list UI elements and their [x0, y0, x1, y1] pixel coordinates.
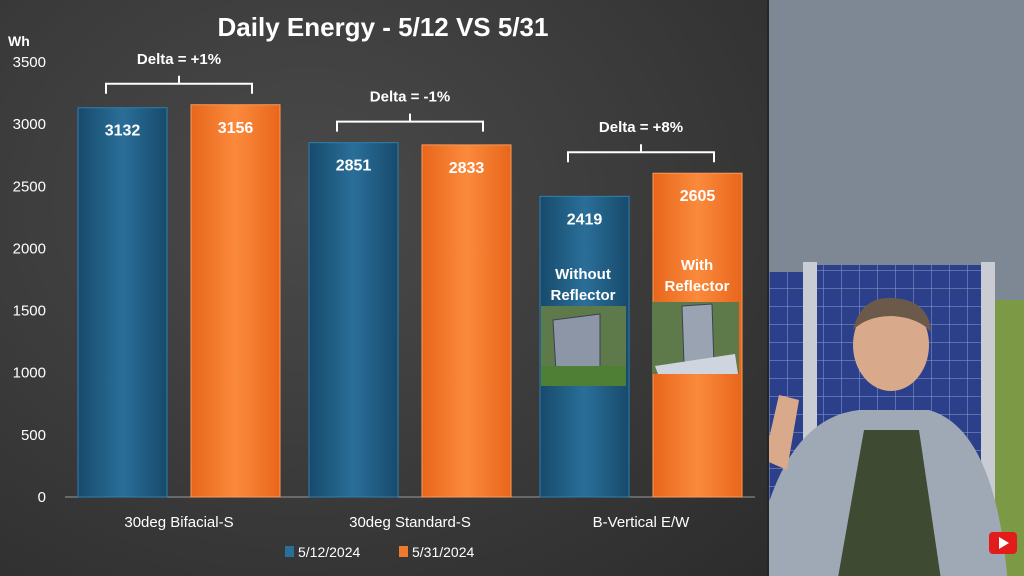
legend: 5/12/2024 5/31/2024 — [285, 544, 474, 560]
legend-label: 5/31/2024 — [412, 544, 474, 560]
bar-value-label: 3156 — [218, 120, 254, 137]
bar-series1 — [77, 107, 168, 498]
delta-label: Delta = +1% — [137, 51, 221, 68]
delta-bracket — [105, 75, 253, 94]
bar-value-label: 2419 — [567, 211, 603, 228]
legend-swatch — [285, 546, 294, 557]
bar-value-label: 3132 — [105, 123, 141, 140]
legend-swatch — [399, 546, 408, 557]
annotation-without-line1: Without — [555, 266, 611, 283]
category-label: B-Vertical E/W — [593, 514, 691, 531]
y-tick-label: 3500 — [13, 54, 46, 71]
y-axis-unit: Wh — [8, 33, 30, 49]
annotation-with-line1: With — [681, 257, 713, 274]
y-tick-label: 1000 — [13, 365, 46, 382]
y-tick-label: 2500 — [13, 178, 46, 195]
y-tick-label: 1500 — [13, 303, 46, 320]
chart-title: Daily Energy - 5/12 VS 5/31 — [218, 12, 549, 42]
delta-label: Delta = -1% — [370, 89, 450, 106]
category-label: 30deg Standard-S — [349, 514, 471, 531]
bar-chart: Daily Energy - 5/12 VS 5/31 Wh 0 500 1000 1… — [8, 12, 755, 560]
bar-series1 — [308, 142, 399, 498]
presenter-photo — [769, 0, 1024, 576]
y-tick-label: 2000 — [13, 240, 46, 257]
delta-bracket — [567, 144, 715, 163]
category-label: 30deg Bifacial-S — [124, 514, 233, 531]
bar-series2 — [421, 144, 512, 498]
legend-label: 5/12/2024 — [298, 544, 360, 560]
bar-value-label: 2851 — [336, 158, 372, 175]
bar-value-label: 2833 — [449, 160, 485, 177]
annotation-without-line2: Reflector — [550, 287, 615, 304]
side-panel — [769, 0, 1024, 576]
bar-series2 — [190, 104, 281, 498]
y-tick-label: 3000 — [13, 116, 46, 133]
delta-bracket — [336, 113, 484, 132]
bar-value-label: 2605 — [680, 188, 716, 205]
y-tick-label: 500 — [21, 427, 46, 444]
delta-label: Delta = +8% — [599, 119, 683, 136]
annotation-with-line2: Reflector — [664, 278, 729, 295]
y-tick-label: 0 — [38, 489, 46, 506]
